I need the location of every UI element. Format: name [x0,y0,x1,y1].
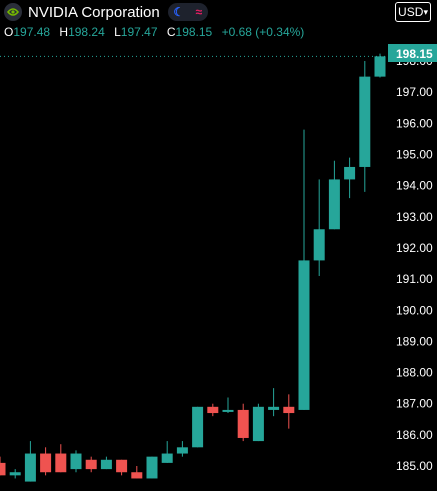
candle-body [146,456,158,479]
low-value: 197.47 [120,25,158,39]
candle-body [116,459,128,473]
candle [328,160,340,230]
candle [24,441,36,482]
candle-body [24,453,36,482]
chevron-down-icon: ▾ [423,6,428,17]
candle-body [40,453,52,473]
candle-body [298,260,310,410]
candle [176,441,188,457]
candle-body [359,76,371,167]
candle-body [55,453,67,473]
high-key: H [59,25,69,39]
symbol-title[interactable]: NVIDIA Corporation [28,3,160,21]
close-key: C [166,25,176,39]
currency-label: USD [398,5,424,19]
candle [344,157,356,199]
candle-body [268,406,280,410]
candle-body [0,462,6,476]
price-tick-label: 188.00 [396,366,433,380]
candle-body [207,406,219,414]
last-price-tag: 198.15 [388,44,437,62]
candle-body [374,56,386,77]
price-tick-label: 186.00 [396,428,433,442]
change-value: +0.68 (+0.34%) [221,25,305,39]
candle-body [222,409,234,412]
candle [40,447,52,476]
price-tick-label: 195.00 [396,148,433,162]
candle [222,397,234,414]
price-tick-label: 190.00 [396,303,433,317]
candle [374,53,386,78]
candle-body [85,459,97,470]
candle-body [252,406,264,442]
candle [116,459,128,476]
currency-select[interactable]: USD ▾ [395,2,431,22]
candle [237,403,249,442]
candle-body [161,453,173,463]
price-tick-label: 196.00 [396,116,433,130]
price-tick-label: 194.00 [396,179,433,193]
candle [161,441,173,463]
candle-body [328,179,340,230]
wave-icon: ≈ [195,5,203,19]
candle [0,456,6,476]
price-tick-label: 197.00 [396,85,433,99]
last-price-label: 198.15 [396,47,433,61]
price-tick-label: 192.00 [396,241,433,255]
candle [252,403,264,442]
candle [192,406,204,448]
candle-body [70,453,82,470]
symbol-header: NVIDIA Corporation ☾ ≈ [0,0,208,24]
price-tick-label: 189.00 [396,334,433,348]
open-value: 197.48 [13,25,51,39]
price-tick-label: 193.00 [396,210,433,224]
ohlc-legend: O197.48 H198.24 L197.47 C198.15 +0.68 (+… [4,25,310,39]
candle-body [313,229,325,261]
candle-body [9,472,21,476]
candle [55,444,67,473]
price-axis[interactable]: 185.00 186.00 187.00 188.00 189.00 190.00 191.… [396,54,433,473]
candle-body [131,472,143,479]
candle [268,388,280,417]
candle-body [344,166,356,180]
candle [207,403,219,417]
candle [146,456,158,479]
candle-body [283,406,295,414]
candle [298,129,310,410]
price-tick-label: 187.00 [396,397,433,411]
candle-body [192,406,204,448]
candle-body [176,447,188,454]
candle [9,469,21,479]
candle [85,456,97,473]
candle-body [100,459,112,470]
candle [359,61,371,192]
candles [0,53,386,482]
open-key: O [4,25,14,39]
close-value: 198.15 [175,25,213,39]
nvidia-logo-icon [4,3,22,21]
high-value: 198.24 [68,25,105,39]
candle [70,450,82,473]
moon-icon: ☾ [173,5,185,19]
price-tick-label: 191.00 [396,272,433,286]
candle [313,179,325,276]
status-pill[interactable]: ☾ ≈ [167,3,208,21]
candle [131,466,143,479]
candle [283,394,295,429]
low-key: L [114,25,121,39]
candle [100,456,112,470]
candle-body [237,409,249,438]
price-tick-label: 185.00 [396,459,433,473]
